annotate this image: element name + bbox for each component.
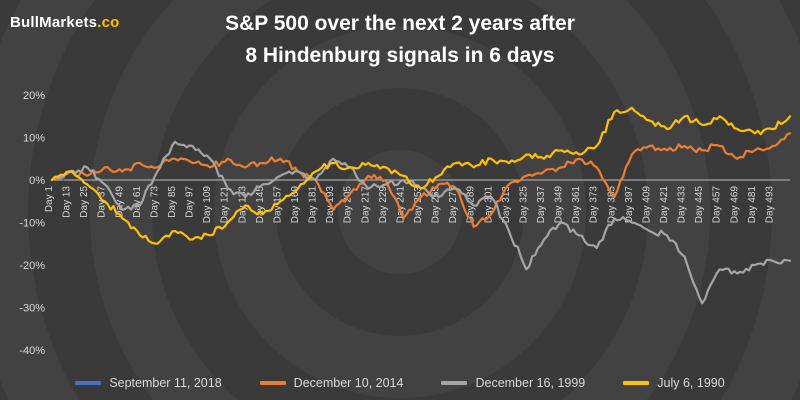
x-axis-tick-label: Day 181 <box>308 186 319 224</box>
legend-item: September 11, 2018 <box>75 376 222 390</box>
x-axis-tick-label: Day 49 <box>114 186 125 218</box>
legend-item: July 6, 1990 <box>623 376 725 390</box>
x-axis-tick-label: Day 301 <box>483 186 494 224</box>
x-axis-tick-label: Day 361 <box>571 186 582 224</box>
x-axis-tick-label: Day 121 <box>220 186 231 224</box>
y-axis-tick-label: 20% <box>23 90 45 102</box>
chart-title-line1: S&P 500 over the next 2 years after <box>225 12 575 35</box>
x-axis-tick-label: Day 205 <box>343 186 354 224</box>
x-axis-tick-label: Day 493 <box>764 186 775 224</box>
x-axis-tick-label: Day 37 <box>97 186 108 218</box>
x-axis-tick-label: Day 145 <box>255 186 266 224</box>
x-axis-tick-label: Day 13 <box>62 186 73 218</box>
x-axis-tick-label: Day 265 <box>431 186 442 224</box>
x-axis-tick-label: Day 169 <box>290 186 301 224</box>
y-axis-tick-label: -20% <box>19 260 45 272</box>
legend-label: September 11, 2018 <box>109 376 222 390</box>
x-axis-tick-label: Day 325 <box>518 186 529 224</box>
x-axis-tick-label: Day 109 <box>202 186 213 224</box>
x-axis-tick-label: Day 433 <box>677 186 688 224</box>
x-axis-tick-label: Day 1 <box>44 186 55 213</box>
chart-legend: September 11, 2018 December 10, 2014 Decem… <box>0 376 800 390</box>
x-axis-tick-label: Day 133 <box>237 186 248 224</box>
x-axis-tick-label: Day 445 <box>694 186 705 224</box>
x-axis-tick-label: Day 337 <box>536 186 547 224</box>
brand-suffix: .co <box>97 14 120 31</box>
y-axis-tick-label: 0% <box>29 175 45 187</box>
chart-title-line2: 8 Hindenburg signals in 6 days <box>245 43 555 67</box>
x-axis-tick-label: Day 253 <box>413 186 424 224</box>
legend-item: December 16, 1999 <box>441 376 585 390</box>
legend-swatch <box>75 381 102 385</box>
x-axis-tick-label: Day 457 <box>712 186 723 224</box>
x-axis-tick-label: Day 385 <box>606 186 617 224</box>
x-axis-tick-label: Day 73 <box>149 186 160 218</box>
legend-swatch <box>441 381 468 385</box>
brand-name: BullMarkets <box>10 14 98 31</box>
chart-title: S&P 500 over the next 2 years after 8 Hi… <box>0 8 800 71</box>
legend-label: July 6, 1990 <box>657 376 725 390</box>
x-axis-tick-label: Day 469 <box>729 186 740 224</box>
x-axis-tick-label: Day 277 <box>448 186 459 224</box>
legend-label: December 10, 2014 <box>293 376 404 390</box>
series-line-1 <box>50 132 792 228</box>
x-axis-tick-label: Day 481 <box>747 186 758 224</box>
x-axis-tick-label: Day 61 <box>132 186 143 218</box>
y-axis-tick-label: -40% <box>19 345 45 357</box>
x-axis-tick-label: Day 217 <box>360 186 371 224</box>
legend-swatch <box>259 381 286 385</box>
x-axis-tick-label: Day 397 <box>624 186 635 224</box>
legend-swatch <box>623 381 650 385</box>
x-axis-tick-label: Day 241 <box>395 186 406 224</box>
x-axis-tick-label: Day 97 <box>185 186 196 218</box>
y-axis-tick-label: 10% <box>23 133 45 145</box>
x-axis-tick-label: Day 313 <box>501 186 512 224</box>
y-axis-tick-label: -10% <box>19 218 45 230</box>
x-axis-tick-label: Day 229 <box>378 186 389 224</box>
legend-label: December 16, 1999 <box>475 376 586 390</box>
x-axis-tick-label: Day 421 <box>659 186 670 224</box>
x-axis-tick-label: Day 25 <box>79 186 90 218</box>
x-axis-tick-label: Day 409 <box>641 186 652 224</box>
brand-logo: BullMarkets.co <box>10 14 120 31</box>
legend-item: December 10, 2014 <box>259 376 404 390</box>
y-axis-tick-label: -30% <box>19 303 45 315</box>
x-axis-tick-label: Day 373 <box>589 186 600 224</box>
series-line-3 <box>50 106 792 245</box>
x-axis-tick-label: Day 349 <box>554 186 565 224</box>
x-axis-tick-label: Day 85 <box>167 186 178 218</box>
